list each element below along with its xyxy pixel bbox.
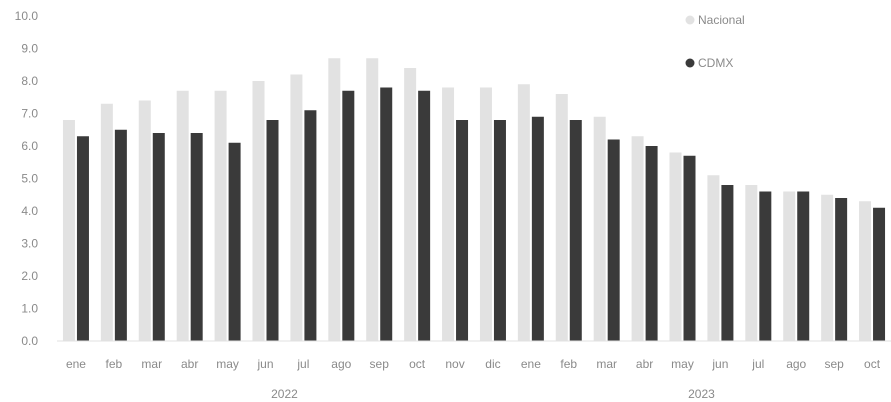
bar-cdmx: [835, 198, 848, 341]
y-tick-label: 0.0: [21, 334, 38, 348]
bar-cdmx: [645, 146, 658, 341]
x-tick-label: dic: [485, 357, 500, 371]
x-tick-label: feb: [560, 357, 577, 371]
x-tick-label: jul: [751, 357, 764, 371]
bar-cdmx: [797, 191, 810, 341]
legend-marker-nacional: [685, 15, 695, 25]
bar-nacional: [783, 191, 796, 341]
bar-nacional: [62, 120, 75, 341]
x-tick-label: mar: [596, 357, 617, 371]
legend-label-nacional: Nacional: [698, 13, 745, 27]
bars: [62, 58, 886, 341]
x-tick-label: ago: [331, 357, 351, 371]
bar-cdmx: [493, 120, 506, 341]
x-tick-label: jul: [296, 357, 309, 371]
bar-nacional: [328, 58, 341, 341]
x-tick-label: jun: [256, 357, 273, 371]
x-tick-label: ene: [66, 357, 86, 371]
bar-nacional: [631, 136, 644, 341]
year-group-label: 2022: [271, 387, 298, 401]
bar-cdmx: [759, 191, 772, 341]
bar-nacional: [366, 58, 379, 341]
x-tick-label: sep: [824, 357, 844, 371]
x-tick-label: oct: [864, 357, 881, 371]
x-tick-label: oct: [409, 357, 426, 371]
bar-cdmx: [721, 185, 734, 341]
bar-cdmx: [114, 129, 127, 341]
legend-marker-cdmx: [685, 58, 695, 68]
y-axis: 0.0 1.0 2.0 3.0 4.0 5.0 6.0 7.0 8.0 9.0 10.0: [15, 9, 39, 348]
x-tick-label: ago: [786, 357, 806, 371]
bar-cdmx: [683, 155, 696, 341]
year-group-label: 2023: [688, 387, 715, 401]
bar-cdmx: [342, 90, 355, 341]
bar-cdmx: [531, 116, 544, 341]
x-tick-label: may: [671, 357, 694, 371]
bar-nacional: [555, 94, 568, 341]
y-tick-label: 10.0: [15, 9, 39, 23]
bar-nacional: [821, 194, 834, 341]
bar-cdmx: [418, 90, 431, 341]
x-tick-label: nov: [445, 357, 464, 371]
bar-cdmx: [304, 110, 317, 341]
y-tick-label: 5.0: [21, 172, 38, 186]
bar-cdmx: [456, 120, 469, 341]
legend: Nacional CDMX: [685, 13, 745, 70]
bar-nacional: [442, 87, 455, 341]
bar-nacional: [138, 100, 151, 341]
x-tick-label: abr: [181, 357, 198, 371]
y-tick-label: 6.0: [21, 139, 38, 153]
bar-nacional: [100, 103, 113, 341]
bar-nacional: [290, 74, 303, 341]
bar-cdmx: [152, 133, 165, 341]
bar-nacional: [859, 201, 872, 341]
y-tick-label: 2.0: [21, 269, 38, 283]
x-tick-label: abr: [636, 357, 653, 371]
bar-nacional: [404, 68, 417, 341]
legend-label-cdmx: CDMX: [698, 56, 733, 70]
y-tick-label: 3.0: [21, 237, 38, 251]
y-tick-label: 4.0: [21, 204, 38, 218]
y-tick-label: 9.0: [21, 42, 38, 56]
bar-cdmx: [76, 136, 89, 341]
y-tick-label: 8.0: [21, 74, 38, 88]
bar-cdmx: [607, 139, 620, 341]
bar-nacional: [707, 175, 720, 341]
x-tick-label: sep: [370, 357, 390, 371]
bar-cdmx: [266, 120, 279, 341]
bar-nacional: [176, 90, 189, 341]
bar-cdmx: [228, 142, 241, 341]
bar-cdmx: [569, 120, 582, 341]
bar-nacional: [669, 152, 682, 341]
bar-nacional: [745, 185, 758, 341]
bar-cdmx: [380, 87, 393, 341]
bar-cdmx: [190, 133, 203, 341]
bar-nacional: [214, 90, 227, 341]
bar-cdmx: [873, 207, 886, 341]
x-axis: ene feb mar abr may jun jul ago sep oct nov dic ene f…: [57, 340, 891, 401]
bar-nacional: [252, 81, 265, 341]
x-tick-label: jun: [711, 357, 728, 371]
x-tick-label: mar: [141, 357, 162, 371]
bar-nacional: [593, 116, 606, 341]
bar-nacional: [517, 84, 530, 341]
bar-nacional: [479, 87, 492, 341]
y-tick-label: 1.0: [21, 302, 38, 316]
x-tick-label: may: [216, 357, 239, 371]
x-tick-label: feb: [106, 357, 123, 371]
y-tick-label: 7.0: [21, 107, 38, 121]
x-tick-label: ene: [521, 357, 541, 371]
